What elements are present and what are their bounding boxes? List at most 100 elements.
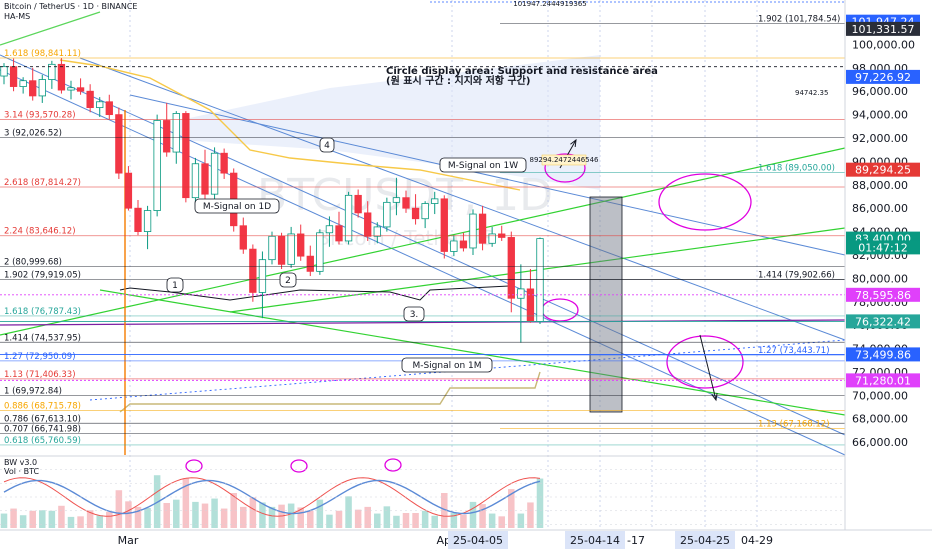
bw-blue-line [3, 479, 541, 515]
vol-bar-24 [230, 493, 237, 528]
vol-bar-42 [402, 513, 410, 528]
circle-note-en: Circle display area: Support and resista… [386, 66, 658, 77]
candle-28 [268, 231, 276, 265]
candle-body-37 [354, 194, 362, 214]
fib-left-label-14: 0.707 (66,741.98) [4, 424, 81, 434]
msignal-1w-callout-text: M-Signal on 1W [448, 161, 518, 171]
time-label-0: Mar [118, 534, 139, 547]
candle-39 [373, 222, 381, 244]
candle-body-11 [105, 101, 113, 116]
projection-band [180, 55, 600, 190]
candle-49 [469, 209, 477, 255]
price-tag-bg-2 [846, 69, 920, 84]
vol-bar-6 [58, 505, 65, 528]
vol-bar-27 [259, 502, 266, 528]
candle-45 [431, 191, 439, 215]
fib-left-label-15: 0.618 (65,760.59) [4, 436, 81, 446]
fib-left-label-4: 2.24 (83,646.12) [4, 227, 76, 237]
candle-body-17 [163, 120, 171, 153]
candle-8 [76, 78, 85, 95]
down-arrow-shaft [699, 334, 717, 401]
projection-box [589, 196, 623, 413]
price-tick-4: 92,000.00 [852, 132, 908, 145]
trend-line-2 [79, 57, 846, 341]
fib-left-label-5: 2 (80,999.68) [4, 258, 62, 268]
price-tick-7: 86,000.00 [852, 202, 908, 215]
candle-body-34 [325, 225, 334, 234]
msignal-1d-callout: M-Signal on 1D [194, 198, 280, 214]
vol-bar-33 [316, 499, 324, 528]
candle-16 [153, 114, 161, 217]
msignal-1d-line [119, 285, 511, 301]
msignal-1w-callout: M-Signal on 1W [439, 157, 527, 173]
candle-body-6 [57, 63, 66, 91]
candle-body-38 [364, 212, 372, 237]
price-tag-1: 101,331.57 [852, 23, 915, 36]
price-tick-0: 100,000.00 [852, 38, 915, 51]
fib-left-label-3: 2.618 (87,814.27) [4, 178, 81, 188]
price-tag-9: 71,280.01 [855, 374, 911, 387]
candle-46 [440, 195, 448, 259]
candle-34 [325, 216, 334, 247]
candle-body-4 [38, 79, 46, 97]
candle-54 [517, 264, 525, 343]
vol-bar-34 [326, 514, 333, 528]
candle-body-33 [316, 232, 324, 272]
fib-left-label-9: 1.27 (72,950.09) [4, 352, 76, 362]
candle-body-32 [306, 255, 314, 272]
candle-9 [86, 84, 94, 113]
symbol-header: Bitcoin / TetherUS · 1D · BINANCE [4, 2, 137, 11]
vol-bar-56 [536, 478, 544, 528]
fib-left-label-6: 1.902 (79,919.05) [4, 270, 81, 280]
candle-body-3 [29, 80, 37, 97]
candle-body-20 [191, 163, 200, 199]
candle-47 [450, 235, 458, 257]
candle-body-13 [124, 172, 133, 209]
vol-bar-54 [517, 513, 525, 528]
fib-left-label-2: 3 (92,026.52) [4, 129, 62, 139]
candle-body-54 [517, 288, 525, 299]
up-arrow-head [570, 138, 577, 148]
point1-callout-box [166, 277, 184, 293]
circle-note-kr: (원 표시 구간 : 지지와 저항 구간) [386, 74, 530, 87]
bw-red-line [3, 477, 541, 517]
vol-bar-26 [249, 497, 257, 528]
price-axis-bg [845, 0, 932, 530]
candle-body-31 [297, 233, 305, 257]
candle-body-56 [536, 238, 544, 323]
candle-29 [277, 232, 286, 270]
price-axis[interactable]: 100,000.0098,000.0096,000.0094,000.0092,… [844, 0, 932, 530]
candle-body-22 [210, 152, 219, 195]
fib-right-label-3: 1.27 (73,443.71) [758, 346, 830, 356]
candle-body-18 [172, 113, 180, 153]
vol-bar-17 [163, 503, 170, 528]
price-tag-bg-6 [846, 287, 920, 302]
fib-right-label-1: 1.618 (89,050.00) [758, 164, 835, 174]
vol-bar-10 [96, 515, 103, 528]
candle-body-51 [488, 233, 496, 244]
candle-body-42 [402, 197, 410, 209]
vol-bar-1 [10, 508, 17, 528]
candle-50 [478, 205, 487, 251]
candle-21 [201, 149, 209, 199]
point3-callout-text: 3. [410, 310, 419, 320]
candle-body-5 [48, 63, 56, 80]
candle-13 [124, 166, 133, 211]
sr-circle-0 [658, 173, 752, 231]
vol-bar-19 [182, 478, 190, 528]
sr-circle-5 [290, 459, 308, 473]
msignal-1w-line [59, 59, 521, 191]
candle-20 [191, 157, 200, 206]
candle-3 [29, 67, 37, 101]
fib-left-label-0: 1.618 (98,841.11) [4, 49, 81, 59]
candle-27 [258, 251, 267, 319]
vol-bar-39 [374, 513, 381, 528]
vol-bar-5 [48, 510, 56, 528]
trend-line-9 [0, 319, 846, 326]
vol-bar-36 [345, 496, 352, 528]
candle-41 [392, 177, 401, 216]
vol-bar-35 [335, 510, 343, 528]
vol-bar-52 [498, 516, 505, 528]
candle-body-40 [383, 201, 391, 228]
